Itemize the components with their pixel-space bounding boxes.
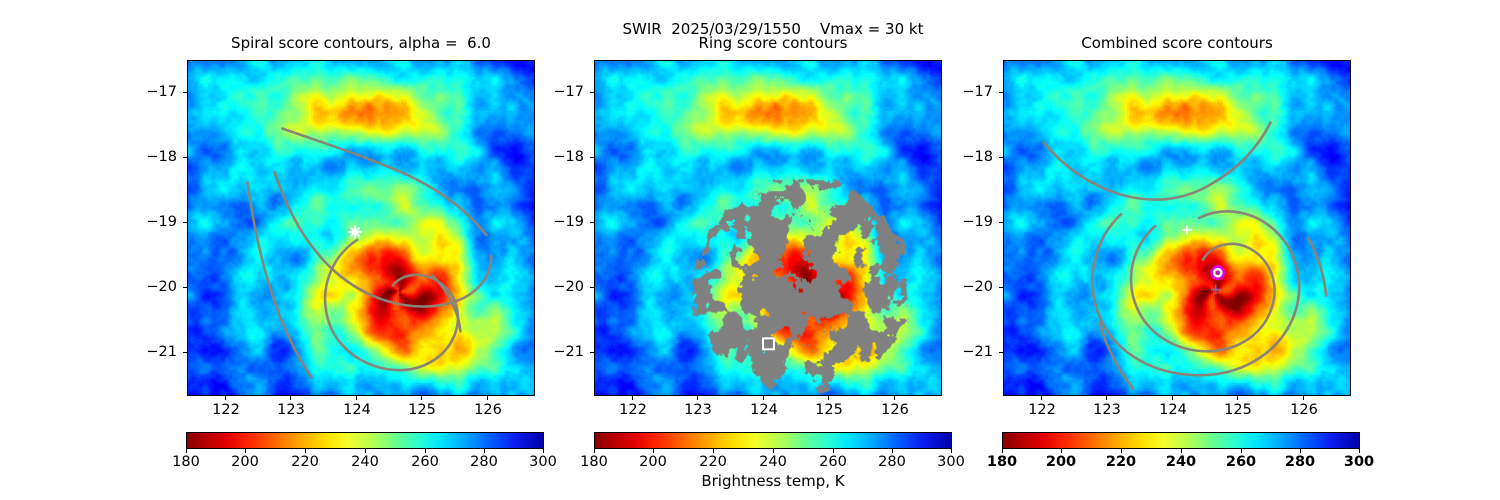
ytick-label: −20	[553, 279, 584, 295]
colorbar-spiral[interactable]	[186, 432, 544, 449]
ytick-label: −19	[962, 214, 993, 230]
panel-spiral[interactable]	[187, 60, 535, 396]
ytick-label: −18	[962, 149, 993, 165]
colorbar-ring[interactable]	[594, 432, 952, 449]
colorbar-tick-label: 300	[937, 454, 965, 470]
ytick-label: −18	[146, 149, 177, 165]
brightness-temp-heatmap-combined	[1004, 61, 1350, 395]
xtick-label: 126	[1290, 402, 1318, 418]
xtick-label: 122	[1028, 402, 1056, 418]
ytick-label: −20	[146, 279, 177, 295]
colorbar-tick-label: 280	[1284, 454, 1316, 470]
colorbar-tick-label: 280	[470, 454, 498, 470]
colorbar-tick-label: 200	[1045, 454, 1077, 470]
ytick-label: −18	[553, 149, 584, 165]
ytick-label: −21	[553, 344, 584, 360]
colorbar-axis-label: Brightness temp, K	[701, 472, 845, 490]
colorbar-tick-label: 200	[639, 454, 667, 470]
colorbar-tick-label: 240	[351, 454, 379, 470]
figure-suptitle: SWIR 2025/03/29/1550 Vmax = 30 kt	[622, 20, 924, 38]
colorbar-tick-label: 260	[819, 454, 847, 470]
colorbar-tick-label: 180	[580, 454, 608, 470]
ytick-label: −19	[553, 214, 584, 230]
panel-combined[interactable]	[1003, 60, 1351, 396]
colorbar-tick-label: 300	[529, 454, 557, 470]
ytick-label: −17	[553, 84, 584, 100]
panel-ring[interactable]	[594, 60, 942, 396]
xtick-label: 123	[277, 402, 305, 418]
colorbar-tick-label: 220	[699, 454, 727, 470]
xtick-label: 122	[212, 402, 240, 418]
colorbar-tick-label: 180	[986, 454, 1018, 470]
panel-title-spiral: Spiral score contours, alpha = 6.0	[231, 34, 491, 52]
colorbar-tick-label: 220	[1105, 454, 1137, 470]
xtick-label: 124	[1159, 402, 1187, 418]
ytick-label: −19	[146, 214, 177, 230]
ytick-label: −21	[962, 344, 993, 360]
colorbar-tick-label: 200	[231, 454, 259, 470]
xtick-label: 125	[1224, 402, 1252, 418]
ytick-label: −17	[146, 84, 177, 100]
colorbar-tick-label: 240	[1165, 454, 1197, 470]
panel-title-ring: Ring score contours	[698, 34, 848, 52]
ytick-label: −20	[962, 279, 993, 295]
colorbar-tick-label: 220	[291, 454, 319, 470]
colorbar-tick-label: 260	[1225, 454, 1257, 470]
colorbar-tick-label: 180	[172, 454, 200, 470]
xtick-label: 126	[881, 402, 909, 418]
xtick-label: 124	[750, 402, 778, 418]
xtick-label: 123	[684, 402, 712, 418]
colorbar-tick-label: 240	[759, 454, 787, 470]
xtick-label: 126	[474, 402, 502, 418]
brightness-temp-heatmap-ring	[595, 61, 941, 395]
colorbar-tick-label: 260	[411, 454, 439, 470]
colorbar-combined[interactable]	[1002, 432, 1360, 449]
xtick-label: 125	[815, 402, 843, 418]
xtick-label: 125	[408, 402, 436, 418]
colorbar-tick-label: 280	[878, 454, 906, 470]
xtick-label: 124	[343, 402, 371, 418]
ytick-label: −21	[146, 344, 177, 360]
xtick-label: 122	[619, 402, 647, 418]
xtick-label: 123	[1093, 402, 1121, 418]
ytick-label: −17	[962, 84, 993, 100]
panel-title-combined: Combined score contours	[1081, 34, 1273, 52]
colorbar-tick-label: 300	[1343, 454, 1375, 470]
brightness-temp-heatmap-spiral	[188, 61, 534, 395]
